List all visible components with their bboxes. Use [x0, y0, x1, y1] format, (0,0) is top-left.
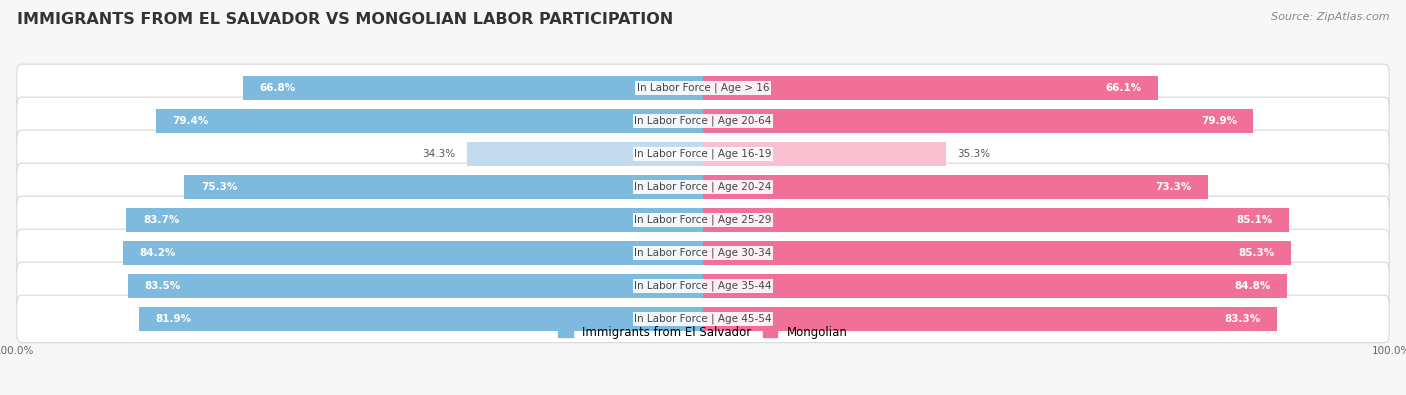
Text: 81.9%: 81.9%: [155, 314, 191, 324]
Text: 66.1%: 66.1%: [1105, 83, 1142, 93]
Text: In Labor Force | Age > 16: In Labor Force | Age > 16: [637, 83, 769, 93]
FancyBboxPatch shape: [17, 97, 1389, 145]
Bar: [122, 241, 703, 265]
Text: 79.9%: 79.9%: [1201, 116, 1237, 126]
FancyBboxPatch shape: [17, 262, 1389, 310]
Text: 66.8%: 66.8%: [259, 83, 295, 93]
FancyBboxPatch shape: [17, 163, 1389, 211]
Legend: Immigrants from El Salvador, Mongolian: Immigrants from El Salvador, Mongolian: [554, 321, 852, 343]
Text: 84.8%: 84.8%: [1234, 281, 1271, 291]
Bar: [703, 76, 1159, 100]
FancyBboxPatch shape: [17, 64, 1389, 112]
Text: In Labor Force | Age 16-19: In Labor Force | Age 16-19: [634, 149, 772, 159]
Text: In Labor Force | Age 35-44: In Labor Force | Age 35-44: [634, 281, 772, 291]
Bar: [139, 307, 703, 331]
FancyBboxPatch shape: [17, 295, 1389, 342]
Text: 85.1%: 85.1%: [1236, 215, 1272, 225]
Text: In Labor Force | Age 45-54: In Labor Force | Age 45-54: [634, 314, 772, 324]
Text: In Labor Force | Age 20-64: In Labor Force | Age 20-64: [634, 116, 772, 126]
Text: 79.4%: 79.4%: [173, 116, 209, 126]
Bar: [703, 241, 1291, 265]
Bar: [128, 274, 703, 298]
Text: Source: ZipAtlas.com: Source: ZipAtlas.com: [1271, 12, 1389, 22]
Text: In Labor Force | Age 20-24: In Labor Force | Age 20-24: [634, 182, 772, 192]
Bar: [703, 175, 1208, 199]
Bar: [156, 109, 703, 133]
Bar: [703, 274, 1288, 298]
Bar: [703, 142, 946, 166]
Bar: [127, 208, 703, 232]
Text: 84.2%: 84.2%: [139, 248, 176, 258]
Text: In Labor Force | Age 30-34: In Labor Force | Age 30-34: [634, 248, 772, 258]
FancyBboxPatch shape: [17, 130, 1389, 178]
Text: IMMIGRANTS FROM EL SALVADOR VS MONGOLIAN LABOR PARTICIPATION: IMMIGRANTS FROM EL SALVADOR VS MONGOLIAN…: [17, 12, 673, 27]
Bar: [703, 208, 1289, 232]
Text: 83.5%: 83.5%: [145, 281, 180, 291]
Text: In Labor Force | Age 25-29: In Labor Force | Age 25-29: [634, 214, 772, 225]
FancyBboxPatch shape: [17, 196, 1389, 244]
Text: 34.3%: 34.3%: [423, 149, 456, 159]
Text: 83.3%: 83.3%: [1225, 314, 1260, 324]
Text: 35.3%: 35.3%: [957, 149, 990, 159]
Bar: [243, 76, 703, 100]
Text: 83.7%: 83.7%: [143, 215, 180, 225]
FancyBboxPatch shape: [17, 229, 1389, 276]
Bar: [467, 142, 703, 166]
Text: 75.3%: 75.3%: [201, 182, 238, 192]
Text: 85.3%: 85.3%: [1237, 248, 1274, 258]
Bar: [184, 175, 703, 199]
Text: 73.3%: 73.3%: [1156, 182, 1191, 192]
Bar: [703, 307, 1277, 331]
Bar: [703, 109, 1254, 133]
